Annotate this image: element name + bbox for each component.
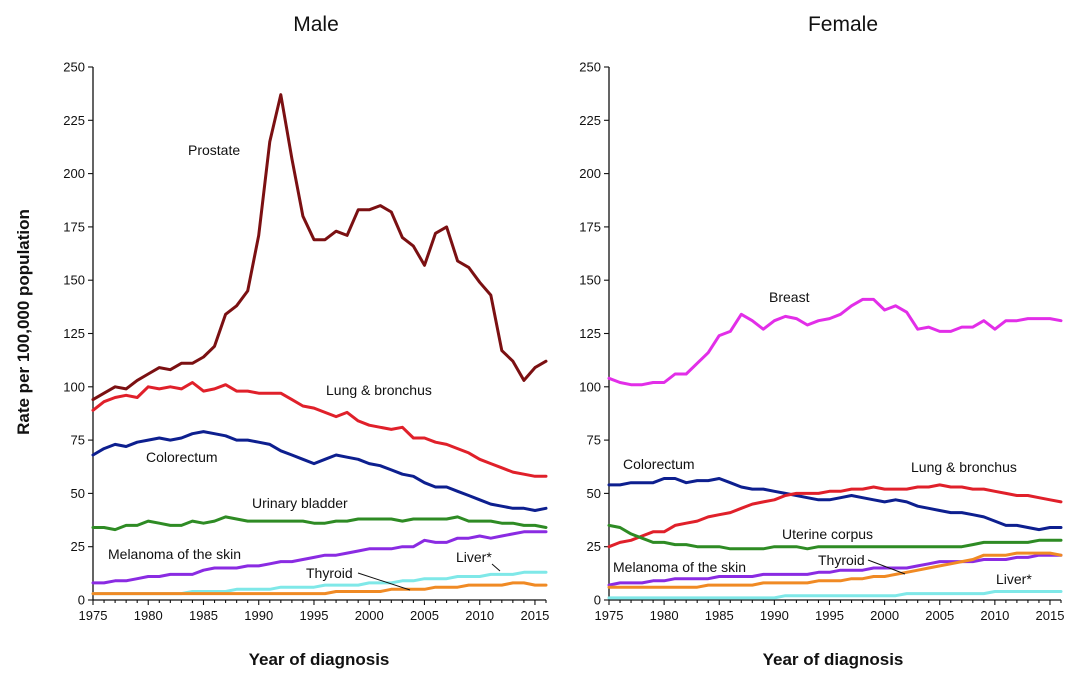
male-label-melanoma: Melanoma of the skin bbox=[108, 546, 241, 562]
female-series-lung-bronchus bbox=[607, 483, 1063, 549]
male-label-urinary-bladder: Urinary bladder bbox=[252, 495, 348, 511]
male-x-tick-label: 1990 bbox=[244, 608, 273, 623]
female-label-liver: Liver* bbox=[996, 571, 1032, 587]
female-panel: Female Year of diagnosis 0 25 50 75 100 125 15… bbox=[579, 13, 1064, 669]
female-series-melanoma-of-the-skin bbox=[607, 553, 1063, 587]
female-label-breast: Breast bbox=[769, 289, 810, 305]
male-series-urinary-bladder bbox=[91, 515, 548, 532]
female-y-tick-label: 125 bbox=[579, 326, 601, 341]
female-x-tick-label: 1995 bbox=[815, 608, 844, 623]
male-series-colorectum bbox=[91, 430, 548, 512]
male-thyroid-leader bbox=[357, 572, 411, 591]
male-label-prostate: Prostate bbox=[188, 142, 240, 158]
female-series-uterine-corpus bbox=[607, 523, 1063, 551]
female-series-breast bbox=[607, 297, 1063, 387]
female-label-colorectum: Colorectum bbox=[623, 456, 695, 472]
male-label-thyroid: Thyroid bbox=[306, 565, 353, 581]
female-y-tick-label: 150 bbox=[579, 273, 601, 288]
female-x-tick-label: 2005 bbox=[925, 608, 954, 623]
female-label-lung-bronchus: Lung & bronchus bbox=[911, 459, 1017, 475]
female-x-axis-title: Year of diagnosis bbox=[763, 650, 904, 669]
female-x-tick-label: 2010 bbox=[980, 608, 1009, 623]
female-panel-title: Female bbox=[808, 13, 878, 36]
male-x-tick-label: 1980 bbox=[134, 608, 163, 623]
male-series-lung-bronchus bbox=[91, 381, 548, 478]
y-axis-title: Rate per 100,000 population bbox=[14, 209, 33, 435]
female-label-melanoma: Melanoma of the skin bbox=[613, 559, 746, 575]
female-x-tick-label: 1975 bbox=[595, 608, 624, 623]
male-series-thyroid bbox=[91, 581, 548, 596]
male-y-tick-label: 225 bbox=[63, 113, 85, 128]
female-y-tick-label: 175 bbox=[579, 219, 601, 234]
male-label-colorectum: Colorectum bbox=[146, 449, 218, 465]
male-series-melanoma-of-the-skin bbox=[91, 530, 548, 585]
male-liver-leader bbox=[491, 563, 501, 572]
male-x-tick-label: 2015 bbox=[520, 608, 549, 623]
male-y-tick-label: 175 bbox=[63, 219, 85, 234]
female-y-tick-label: 25 bbox=[587, 539, 601, 554]
female-y-tick-label: 225 bbox=[579, 113, 601, 128]
female-y-tick-label: 100 bbox=[579, 379, 601, 394]
female-x-tick-label: 1990 bbox=[760, 608, 789, 623]
female-x-tick-label: 1980 bbox=[650, 608, 679, 623]
female-series-colorectum bbox=[607, 477, 1063, 532]
female-y-tick-label: 75 bbox=[587, 433, 601, 448]
male-x-tick-label: 2005 bbox=[410, 608, 439, 623]
male-y-tick-label: 125 bbox=[63, 326, 85, 341]
male-x-tick-label: 2010 bbox=[465, 608, 494, 623]
male-y-tick-label: 250 bbox=[63, 60, 85, 75]
male-x-axis-title: Year of diagnosis bbox=[249, 650, 390, 669]
female-x-tick-label: 2015 bbox=[1036, 608, 1065, 623]
male-y-tick-label: 0 bbox=[78, 593, 85, 608]
male-x-tick-label: 1985 bbox=[189, 608, 218, 623]
female-label-thyroid: Thyroid bbox=[818, 552, 865, 568]
male-y-tick-label: 100 bbox=[63, 379, 85, 394]
male-x-tick-label: 2000 bbox=[355, 608, 384, 623]
male-y-tick-label: 75 bbox=[71, 433, 85, 448]
male-x-tick-label: 1995 bbox=[300, 608, 329, 623]
male-y-tick-label: 150 bbox=[63, 273, 85, 288]
female-y-tick-label: 50 bbox=[587, 486, 601, 501]
male-y-tick-label: 25 bbox=[71, 539, 85, 554]
male-label-liver: Liver* bbox=[456, 549, 492, 565]
female-thyroid-leader bbox=[867, 559, 906, 575]
male-label-lung-bronchus: Lung & bronchus bbox=[326, 382, 432, 398]
female-label-uterine-corpus: Uterine corpus bbox=[782, 526, 873, 542]
female-y-tick-label: 200 bbox=[579, 166, 601, 181]
female-series-thyroid bbox=[607, 551, 1063, 589]
male-y-tick-label: 50 bbox=[71, 486, 85, 501]
male-series-prostate bbox=[91, 93, 548, 402]
male-y-tick-label: 200 bbox=[63, 166, 85, 181]
male-panel-title: Male bbox=[293, 13, 339, 36]
female-x-tick-label: 1985 bbox=[705, 608, 734, 623]
female-series-liver bbox=[607, 590, 1063, 600]
male-panel: Male Year of diagnosis 0 25 50 75 100 125 150 1… bbox=[63, 13, 549, 669]
female-x-tick-label: 2000 bbox=[870, 608, 899, 623]
female-y-tick-label: 0 bbox=[594, 593, 601, 608]
female-y-tick-label: 250 bbox=[579, 60, 601, 75]
male-x-tick-label: 1975 bbox=[79, 608, 108, 623]
